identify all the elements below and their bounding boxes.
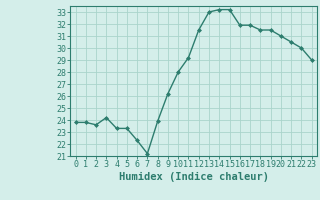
X-axis label: Humidex (Indice chaleur): Humidex (Indice chaleur) xyxy=(119,172,268,182)
